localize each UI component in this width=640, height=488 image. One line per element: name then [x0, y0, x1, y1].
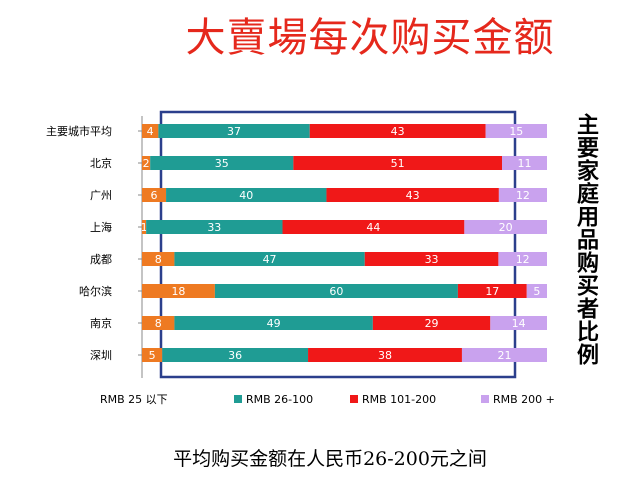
category-label: 南京 [90, 316, 112, 330]
bar-segment [174, 316, 373, 330]
data-label: 43 [391, 125, 405, 138]
data-label: 20 [499, 221, 513, 234]
chart-subtitle: 平均购买金额在人民币26-200元之间 [173, 448, 487, 470]
bar-segment [142, 252, 175, 266]
category-label: 上海 [90, 220, 112, 234]
data-label: 14 [512, 317, 526, 330]
legend-label: RMB 200 + [493, 393, 555, 406]
legend-label: RMB 101-200 [362, 393, 436, 406]
category-label: 哈尔滨 [79, 284, 112, 298]
bar-segment [142, 284, 215, 298]
category-label: 深圳 [90, 349, 112, 362]
category-label: 广州 [90, 189, 112, 202]
data-label: 8 [155, 253, 162, 266]
category-label: 成都 [90, 253, 112, 266]
bar-segment [142, 156, 151, 170]
bar-segment [142, 316, 175, 330]
data-label: 8 [155, 317, 162, 330]
data-label: 51 [391, 157, 405, 170]
data-label: 5 [533, 285, 540, 298]
legend-label: RMB 26-100 [246, 393, 313, 406]
legend-swatch [234, 395, 242, 403]
data-label: 44 [366, 221, 380, 234]
bar-segment [146, 220, 283, 234]
data-label: 47 [263, 253, 277, 266]
data-label: 40 [239, 189, 253, 202]
legend-swatch [481, 395, 489, 403]
data-label: 2 [143, 157, 150, 170]
bar-segment [372, 316, 491, 330]
data-label: 6 [151, 189, 158, 202]
data-label: 33 [207, 221, 221, 234]
bar-segment [150, 156, 294, 170]
bar-segment [142, 124, 159, 138]
bar-segment [502, 156, 547, 170]
side-label: 主要家庭用品购买者比例 [573, 112, 599, 366]
data-label: 1 [141, 221, 148, 234]
bar-segment [457, 284, 527, 298]
bar-segment [174, 252, 365, 266]
bar-segment [498, 188, 547, 202]
data-label: 60 [329, 285, 343, 298]
data-label: 33 [425, 253, 439, 266]
bar-segment [326, 188, 499, 202]
bar-segment [498, 252, 547, 266]
bar-segment [162, 348, 309, 362]
category-label: 北京 [90, 156, 112, 170]
bar-segment [364, 252, 499, 266]
data-label: 21 [497, 349, 511, 362]
data-label: 4 [147, 125, 154, 138]
bar-segment [158, 124, 310, 138]
data-label: 35 [215, 157, 229, 170]
bar-segment [309, 124, 486, 138]
legend-label: RMB 25 以下 [100, 393, 168, 406]
data-label: 49 [267, 317, 281, 330]
bar-segment [293, 156, 502, 170]
data-label: 18 [171, 285, 185, 298]
bar-segment [142, 348, 163, 362]
bar-segment [464, 220, 547, 234]
highlight-frame [159, 110, 517, 379]
data-label: 37 [227, 125, 241, 138]
data-label: 38 [378, 349, 392, 362]
bar-segment [526, 284, 547, 298]
data-label: 36 [228, 349, 242, 362]
data-label: 15 [509, 125, 523, 138]
data-label: 12 [516, 253, 530, 266]
bar-segment [214, 284, 458, 298]
bar-segment [142, 220, 147, 234]
bar-segment [485, 124, 547, 138]
category-label: 主要城市平均 [46, 124, 112, 138]
data-label: 43 [406, 189, 420, 202]
bar-segment [461, 348, 547, 362]
bar-segment [282, 220, 465, 234]
chart-title: 大賣場每次购买金额 [185, 15, 555, 61]
data-label: 29 [425, 317, 439, 330]
bar-segment [166, 188, 327, 202]
bar-segment [142, 188, 167, 202]
legend-swatch [350, 395, 358, 403]
data-label: 5 [149, 349, 156, 362]
data-label: 12 [516, 189, 530, 202]
data-label: 11 [518, 157, 532, 170]
bar-segment [308, 348, 462, 362]
data-label: 17 [485, 285, 499, 298]
bar-segment [490, 316, 547, 330]
